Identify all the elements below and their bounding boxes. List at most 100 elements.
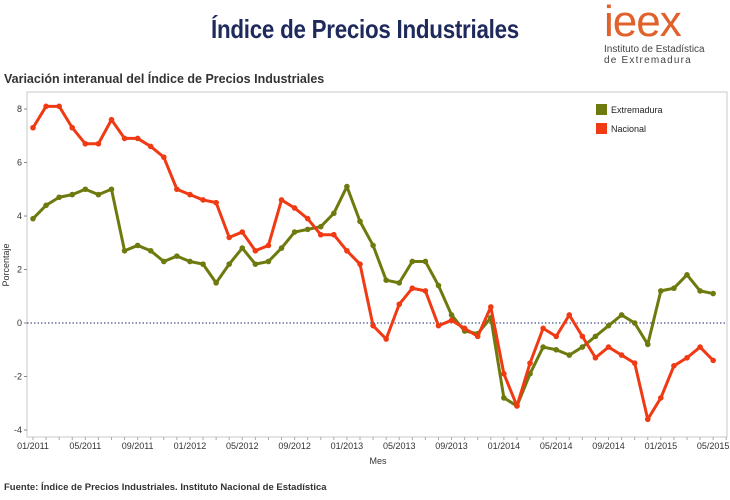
x-tick-label: 05/2012 [226,441,259,451]
nacional-point [488,304,494,310]
extremadura-point [671,285,677,292]
extremadura-point [448,312,455,318]
nacional-point [56,103,62,110]
nacional-point [422,288,429,294]
extremadura-point [697,288,703,294]
extremadura-point [331,210,337,217]
extremadura-point [108,186,115,193]
nacional-point [644,416,651,423]
nacional-line [31,104,715,421]
nacional-point [710,357,716,364]
nacional-point [30,124,36,131]
series-extremadura [30,183,716,409]
nacional-point [671,363,677,369]
x-tick-label: 01/2013 [331,441,364,451]
extremadura-point [409,258,416,265]
nacional-point [514,403,520,409]
extremadura-point [278,245,285,251]
extremadura-point [396,280,403,286]
x-tick-label: 01/2014 [488,441,521,451]
nacional-point [684,354,690,361]
extremadura-point [161,258,167,265]
nacional-point [592,354,599,361]
extremadura-point [618,312,625,318]
source-note: Fuente: Índice de Precios Industriales. … [4,482,327,493]
x-tick-label: 01/2012 [174,441,207,451]
extremadura-point [239,245,246,251]
nacional-point [527,360,533,366]
extremadura-point [95,191,102,198]
nacional-point [697,344,703,350]
nacional-point [435,322,442,329]
y-tick-label: 4 [17,211,22,221]
legend-label-extremadura: Extremadura [611,105,663,115]
extremadura-point [265,258,272,265]
extremadura-point [121,247,128,254]
x-tick-label: 05/2013 [383,441,416,451]
extremadura-point [501,395,507,401]
extremadura-point [658,288,664,294]
nacional-point [331,231,337,238]
extremadura-point [304,226,311,233]
x-tick-label: 09/2011 [122,441,154,451]
nacional-point [501,371,507,377]
nacional-point [187,191,193,198]
y-tick-label: -2 [14,372,22,382]
nacional-point [383,336,389,342]
extremadura-point [357,218,363,225]
legend-label-nacional: Nacional [611,124,646,134]
logo-region-line: de Extremadura [604,55,692,66]
nacional-point [121,135,128,142]
y-tick-label: -4 [14,425,22,435]
extremadura-point [605,322,612,329]
nacional-point [265,242,272,249]
x-tick-label: 05/2014 [540,441,573,451]
extremadura-point [540,344,546,350]
nacional-point [448,317,455,324]
x-tick-label: 05/2011 [69,441,101,451]
logo-institute-line: Instituto de Estadística [604,44,705,55]
extremadura-point [344,183,350,190]
page-title: Índice de Precios Industriales [211,14,519,44]
x-tick-label: 09/2013 [435,441,468,451]
ieex-logo: ieex Instituto de Estadística de Extrema… [598,0,705,68]
extremadura-point [566,352,573,358]
legend-swatch-nacional [596,123,607,134]
legend-swatch-extremadura [596,104,607,115]
nacional-point [147,143,154,150]
nacional-point [540,325,546,332]
nacional-point [579,333,586,340]
nacional-point [631,360,638,366]
extremadura-point [383,277,389,284]
axis-layer: -4 -2 0 2 4 6 8 01/2011 05/2011 09/2011 01/2012 05/… [14,104,729,451]
x-axis-title: Mes [369,456,387,466]
extremadura-point [252,261,259,267]
extremadura-point [56,194,62,201]
x-tick-label: 01/2015 [645,441,678,451]
nacional-point [69,124,76,131]
nacional-point [658,395,664,401]
extremadura-line [31,185,714,408]
nacional-point [200,197,206,203]
extremadura-point [226,261,232,267]
nacional-point [396,301,403,308]
extremadura-point [592,333,599,340]
plot-frame [26,91,728,438]
logo-wordmark: ieex [604,0,682,46]
extremadura-point [147,247,154,254]
extremadura-point [174,253,180,259]
nacional-point [409,285,416,292]
extremadura-point [579,344,586,350]
x-tick-label: 09/2012 [278,441,311,451]
series-layer [30,103,716,423]
extremadura-point [82,186,89,193]
extremadura-point [200,261,206,267]
nacional-point [291,205,298,211]
nacional-point [461,325,468,332]
extremadura-point [187,258,193,265]
chart-subtitle: Variación interanual del Índice de Preci… [4,72,325,86]
extremadura-point [710,290,716,297]
nacional-point [174,186,180,193]
extremadura-point [644,341,651,348]
nacional-point [213,199,219,206]
